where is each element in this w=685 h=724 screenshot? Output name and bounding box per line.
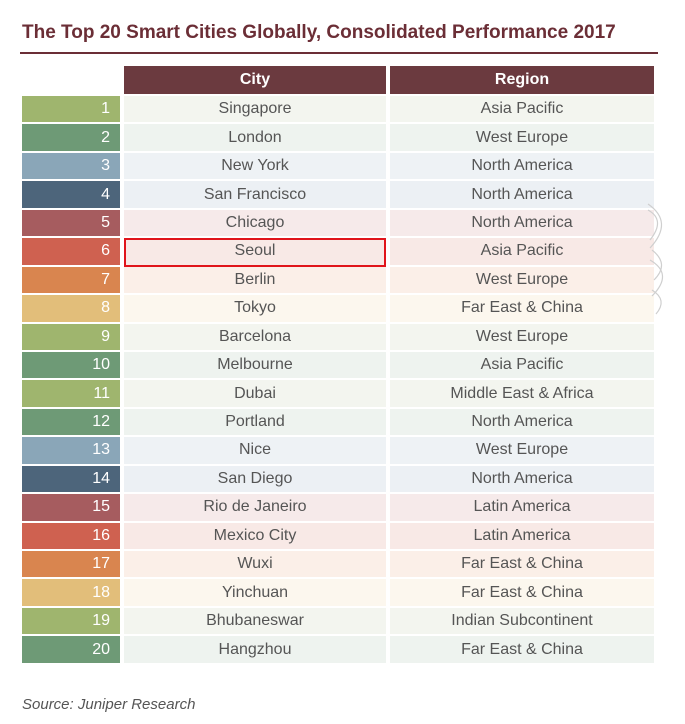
region-cell: West Europe: [390, 323, 654, 352]
table-row: 6 Seoul Asia Pacific: [22, 238, 654, 267]
watermark-icon: [647, 203, 664, 315]
rank-cell: 3: [22, 152, 120, 182]
table-row: 12 Portland North America: [22, 408, 654, 438]
region-cell: Far East & China: [390, 551, 654, 580]
rank-cell: 18: [22, 579, 120, 608]
rank-header-blank: [22, 66, 120, 94]
region-cell: North America: [390, 181, 654, 210]
city-cell: Chicago: [124, 209, 386, 239]
rankings-table: City Region 1 Singapore Asia Pacific 2 Londo…: [22, 66, 654, 665]
city-cell: Portland: [124, 408, 386, 438]
table-row: 2 London West Europe: [22, 124, 654, 153]
region-cell: North America: [390, 209, 654, 239]
rank-cell: 5: [22, 209, 120, 239]
region-column-header: Region: [390, 66, 654, 94]
table-row: 11 Dubai Middle East & Africa: [22, 380, 654, 409]
table-row: 14 San Diego North America: [22, 465, 654, 495]
region-cell: Middle East & Africa: [390, 380, 654, 409]
city-cell: Bhubaneswar: [124, 607, 386, 637]
rank-cell: 10: [22, 351, 120, 381]
region-cell: Asia Pacific: [390, 238, 654, 267]
city-cell: Rio de Janeiro: [124, 494, 386, 523]
table-body: 1 Singapore Asia Pacific 2 London West Europe…: [22, 96, 654, 665]
region-cell: North America: [390, 152, 654, 182]
table-row: 4 San Francisco North America: [22, 181, 654, 210]
city-column-header: City: [124, 66, 386, 94]
rank-cell: 11: [22, 380, 120, 409]
city-cell-highlighted: Seoul: [124, 238, 386, 267]
table-row: 18 Yinchuan Far East & China: [22, 579, 654, 608]
city-cell: Berlin: [124, 266, 386, 296]
city-cell: San Francisco: [124, 181, 386, 210]
region-cell: Far East & China: [390, 579, 654, 608]
rank-cell: 20: [22, 636, 120, 665]
table-row: 7 Berlin West Europe: [22, 266, 654, 296]
region-cell: West Europe: [390, 124, 654, 153]
region-cell: West Europe: [390, 437, 654, 466]
table-row: 1 Singapore Asia Pacific: [22, 96, 654, 125]
table-row: 17 Wuxi Far East & China: [22, 551, 654, 580]
page-title: The Top 20 Smart Cities Globally, Consol…: [22, 22, 616, 43]
city-cell: Tokyo: [124, 295, 386, 324]
rank-cell: 2: [22, 124, 120, 153]
region-cell: Latin America: [390, 522, 654, 551]
city-cell: Singapore: [124, 96, 386, 125]
rank-cell: 17: [22, 551, 120, 580]
region-cell: West Europe: [390, 266, 654, 296]
city-cell: Dubai: [124, 380, 386, 409]
region-cell: North America: [390, 408, 654, 438]
city-cell: New York: [124, 152, 386, 182]
source-note: Source: Juniper Research: [22, 696, 196, 713]
table-row: 8 Tokyo Far East & China: [22, 295, 654, 324]
table-row: 10 Melbourne Asia Pacific: [22, 351, 654, 381]
city-cell: Nice: [124, 437, 386, 466]
rank-cell: 6: [22, 238, 120, 267]
table-row: 9 Barcelona West Europe: [22, 323, 654, 352]
rank-cell: 13: [22, 437, 120, 466]
city-cell: Barcelona: [124, 323, 386, 352]
rank-cell: 14: [22, 465, 120, 495]
region-cell: Far East & China: [390, 636, 654, 665]
rank-cell: 8: [22, 295, 120, 324]
region-cell: Indian Subcontinent: [390, 607, 654, 637]
rank-cell: 9: [22, 323, 120, 352]
table-header-row: City Region: [22, 66, 654, 94]
region-cell: Asia Pacific: [390, 96, 654, 125]
city-cell: Melbourne: [124, 351, 386, 381]
region-cell: Asia Pacific: [390, 351, 654, 381]
rank-cell: 19: [22, 607, 120, 637]
title-divider: [20, 52, 658, 54]
region-cell: North America: [390, 465, 654, 495]
city-cell: Mexico City: [124, 522, 386, 551]
rank-cell: 15: [22, 494, 120, 523]
table-row: 16 Mexico City Latin America: [22, 522, 654, 551]
table-row: 15 Rio de Janeiro Latin America: [22, 494, 654, 523]
rank-cell: 12: [22, 408, 120, 438]
rank-cell: 4: [22, 181, 120, 210]
region-cell: Far East & China: [390, 295, 654, 324]
city-cell: Hangzhou: [124, 636, 386, 665]
table-row: 13 Nice West Europe: [22, 437, 654, 466]
rank-cell: 1: [22, 96, 120, 125]
rank-cell: 16: [22, 522, 120, 551]
region-cell: Latin America: [390, 494, 654, 523]
city-cell: San Diego: [124, 465, 386, 495]
table-row: 19 Bhubaneswar Indian Subcontinent: [22, 607, 654, 637]
table-row: 5 Chicago North America: [22, 209, 654, 239]
table-row: 3 New York North America: [22, 152, 654, 182]
city-cell: Wuxi: [124, 551, 386, 580]
table-row: 20 Hangzhou Far East & China: [22, 636, 654, 665]
rank-cell: 7: [22, 266, 120, 296]
city-cell: London: [124, 124, 386, 153]
city-cell: Yinchuan: [124, 579, 386, 608]
